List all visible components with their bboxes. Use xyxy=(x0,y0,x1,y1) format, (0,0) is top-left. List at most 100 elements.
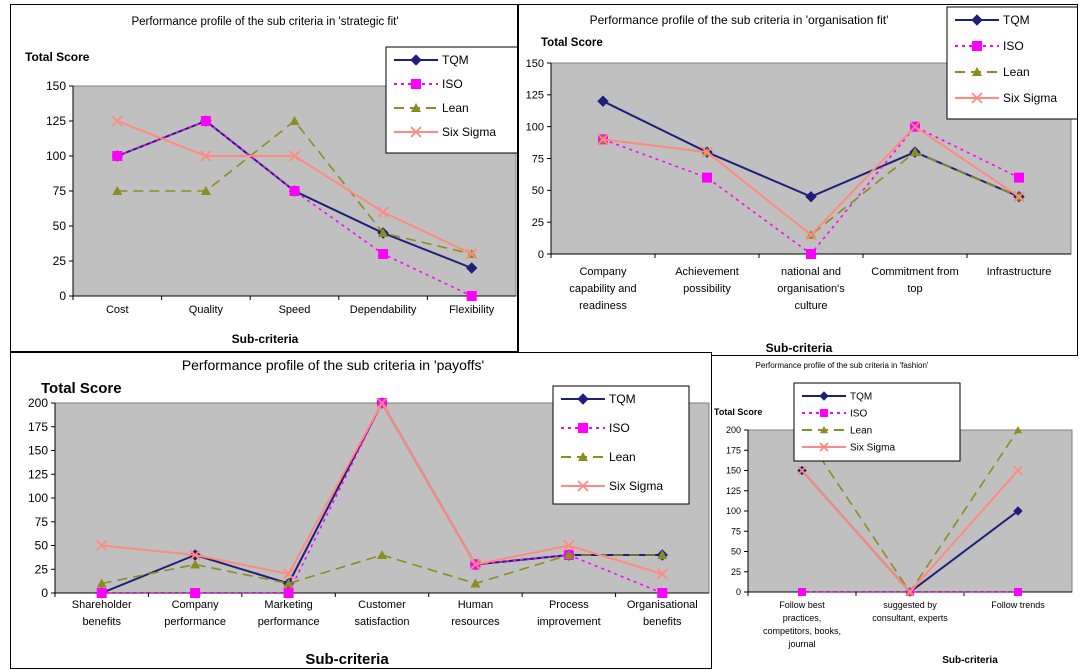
legend-label-iso: ISO xyxy=(442,77,463,91)
data-point-lean xyxy=(470,578,481,588)
y-tick-label: 0 xyxy=(538,249,544,261)
x-tick-label: national and organisation's culture xyxy=(777,266,845,312)
y-tick-label: 50 xyxy=(35,539,49,553)
data-point-lean xyxy=(200,186,211,195)
legend-marker-six-sigma xyxy=(819,442,829,452)
data-point-six-sigma xyxy=(656,568,668,580)
y-tick-label: 75 xyxy=(532,153,544,165)
data-point-lean xyxy=(910,147,920,157)
data-point-iso xyxy=(289,186,300,196)
data-point-lean xyxy=(657,550,668,559)
chart-panel-organisation-fit: Performance profile of the sub criteria … xyxy=(518,4,1078,356)
data-point-six-sigma xyxy=(701,146,713,158)
y-tick-label: 0 xyxy=(59,289,66,303)
legend-marker-tqm xyxy=(819,391,829,401)
legend-label-lean: Lean xyxy=(442,101,469,115)
legend-label-six-sigma: Six Sigma xyxy=(1003,91,1057,105)
x-tick-label: Human resources xyxy=(451,599,500,628)
y-tick-label: 175 xyxy=(726,445,741,455)
legend-label-iso: ISO xyxy=(850,409,867,420)
y-tick-label: 75 xyxy=(53,184,67,198)
x-tick-label: Speed xyxy=(279,304,311,316)
data-point-lean xyxy=(377,550,387,559)
x-axis: Company capability and readiness Achievemen… xyxy=(550,254,1052,312)
y-axis: 0 25 50 75 100 125 150 175 200 xyxy=(726,425,1072,597)
chart-title: Performance profile of the sub criteria … xyxy=(131,16,398,28)
chart-organisation-fit: Performance profile of the sub criteria … xyxy=(526,6,1077,355)
legend-label-lean: Lean xyxy=(609,450,636,464)
series-six-sigma xyxy=(111,115,478,260)
x-tick-label: Follow trends xyxy=(991,600,1045,610)
y-tick-label: 150 xyxy=(526,58,544,70)
series-iso xyxy=(112,116,477,301)
legend: TQM ISO Lean Six Sigma xyxy=(946,6,1077,120)
data-point-iso xyxy=(702,172,712,183)
y-tick-label: 25 xyxy=(35,562,49,576)
y-tick-label: 175 xyxy=(28,420,48,434)
data-point-six-sigma xyxy=(111,115,123,127)
y-tick-label: 100 xyxy=(726,506,741,516)
data-point-six-sigma xyxy=(469,558,482,571)
x-tick-label: Customer satisfaction xyxy=(354,599,409,628)
series-six-sigma xyxy=(797,465,1023,597)
legend-label-lean: Lean xyxy=(850,426,872,437)
y-tick-label: 100 xyxy=(28,491,48,505)
data-point-iso xyxy=(1014,588,1022,596)
y-tick-label: 0 xyxy=(736,587,741,597)
data-point-lean xyxy=(112,186,123,195)
y-tick-label: 0 xyxy=(41,586,48,600)
x-axis-label: Sub-criteria xyxy=(305,651,389,668)
legend-marker-lean xyxy=(972,67,982,76)
legend: TQM ISO Lean Six Sigma xyxy=(793,382,961,462)
data-point-iso xyxy=(1014,172,1024,183)
x-tick-label: Follow best practices, competitors, books,… xyxy=(763,600,841,649)
data-point-iso xyxy=(798,588,806,596)
series-line-iso xyxy=(117,120,473,297)
data-point-six-sigma xyxy=(96,539,108,552)
legend-marker-iso xyxy=(972,41,982,51)
legend-marker-six-sigma xyxy=(971,92,983,104)
data-point-iso xyxy=(112,151,123,161)
data-point-six-sigma xyxy=(282,568,295,580)
chart-title: Performance profile of the sub criteria … xyxy=(590,13,889,27)
legend-label-tqm: TQM xyxy=(442,53,469,67)
data-point-lean xyxy=(283,578,294,588)
y-tick-label: 200 xyxy=(28,396,48,410)
chart-payoffs: Performance profile of the sub criteria … xyxy=(28,357,710,668)
data-point-six-sigma xyxy=(288,150,301,162)
y-tick-label: 150 xyxy=(28,444,48,458)
data-point-lean xyxy=(96,578,107,588)
series-six-sigma xyxy=(96,397,668,580)
y-tick-label: 100 xyxy=(526,122,544,134)
y-axis: 0 25 50 75 100 125 150 175 200 xyxy=(28,396,709,600)
legend-marker-iso xyxy=(578,423,588,433)
x-tick-label: Process improvement xyxy=(537,599,601,628)
x-tick-label: Achievement possibility xyxy=(675,266,739,295)
chart-title: Performance profile of the sub criteria … xyxy=(756,361,929,370)
data-point-six-sigma xyxy=(200,150,212,162)
x-axis: Shareholder benefits Company performance Mar… xyxy=(54,593,698,628)
data-point-six-sigma xyxy=(597,133,609,146)
data-point-lean xyxy=(563,550,574,559)
data-point-six-sigma xyxy=(805,229,817,241)
legend-label-iso: ISO xyxy=(609,421,630,435)
y-tick-label: 150 xyxy=(726,466,741,476)
y-tick-label: 25 xyxy=(731,567,741,577)
y-tick-label: 125 xyxy=(46,114,66,128)
y-tick-label: 50 xyxy=(532,185,544,197)
legend-label-lean: Lean xyxy=(1003,65,1030,79)
x-axis: Follow best practices, competitors, books,… xyxy=(747,592,1045,649)
legend-label-six-sigma: Six Sigma xyxy=(609,479,663,493)
legend-marker-lean xyxy=(578,452,588,461)
legend-marker-lean xyxy=(820,426,828,434)
y-tick-label: 125 xyxy=(726,486,741,496)
x-tick-label: Infrastructure xyxy=(987,266,1052,278)
x-tick-label: Flexibility xyxy=(449,304,495,316)
x-axis-label: Sub-criteria xyxy=(942,655,998,666)
y-tick-label: 50 xyxy=(53,219,67,233)
legend-label-tqm: TQM xyxy=(1003,13,1030,27)
data-point-tqm xyxy=(597,95,609,107)
x-tick-label: Commitment from top xyxy=(871,266,958,295)
y-axis-label: Total Score xyxy=(25,50,90,64)
legend-label-tqm: TQM xyxy=(609,392,636,406)
